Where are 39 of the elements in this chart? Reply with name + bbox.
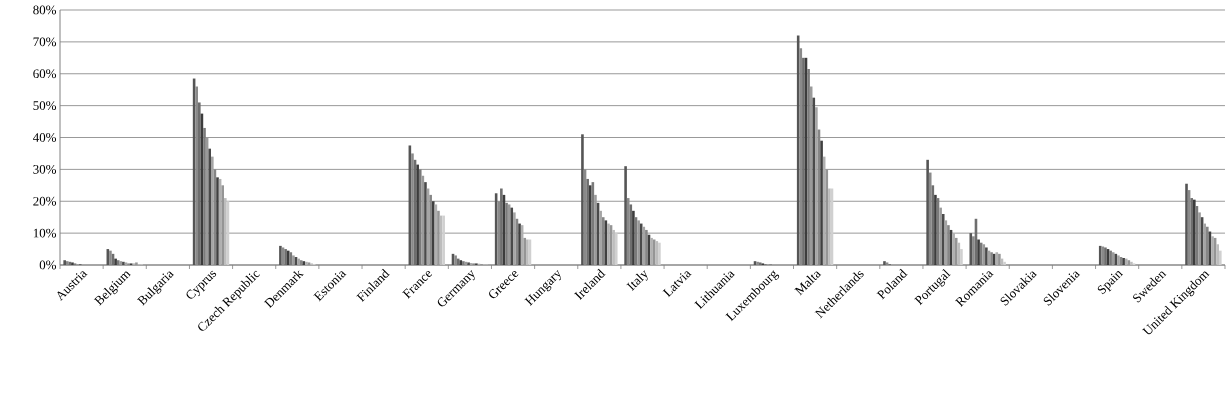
y-tick-label: 60% (33, 69, 57, 79)
bar (812, 97, 816, 265)
y-tick-label: 70% (33, 37, 57, 47)
bar (612, 229, 615, 265)
bar (1198, 212, 1201, 265)
x-tick-label: Italy (626, 270, 648, 291)
bar (424, 182, 427, 265)
y-tick-label: 40% (32, 133, 57, 142)
bar (624, 166, 627, 265)
bar (632, 210, 635, 265)
bar (416, 164, 419, 265)
y-tick-label: 30% (33, 164, 57, 174)
bar (629, 204, 633, 265)
bar (934, 194, 937, 265)
bar (208, 148, 212, 265)
y-tick-label: 80% (33, 5, 57, 15)
bar (614, 233, 618, 265)
y-tick-label: 10% (33, 228, 57, 238)
bar (952, 233, 955, 265)
bar (513, 212, 516, 265)
bar (500, 188, 503, 265)
bar (1216, 244, 1220, 265)
bar (1185, 183, 1188, 265)
bar (586, 178, 589, 265)
bar (211, 156, 214, 265)
bar (1219, 250, 1222, 265)
bar (599, 210, 602, 265)
bar (926, 159, 929, 265)
y-tick-label: 20% (33, 196, 57, 206)
bar (820, 140, 823, 265)
y-tick-label: 0% (39, 260, 57, 270)
bar (941, 214, 945, 265)
bar (954, 237, 958, 265)
bar (198, 102, 201, 265)
bar (221, 185, 225, 265)
bar (960, 249, 963, 265)
y-tick-label: 50% (33, 101, 57, 111)
bar (581, 134, 584, 265)
bar (939, 207, 942, 265)
